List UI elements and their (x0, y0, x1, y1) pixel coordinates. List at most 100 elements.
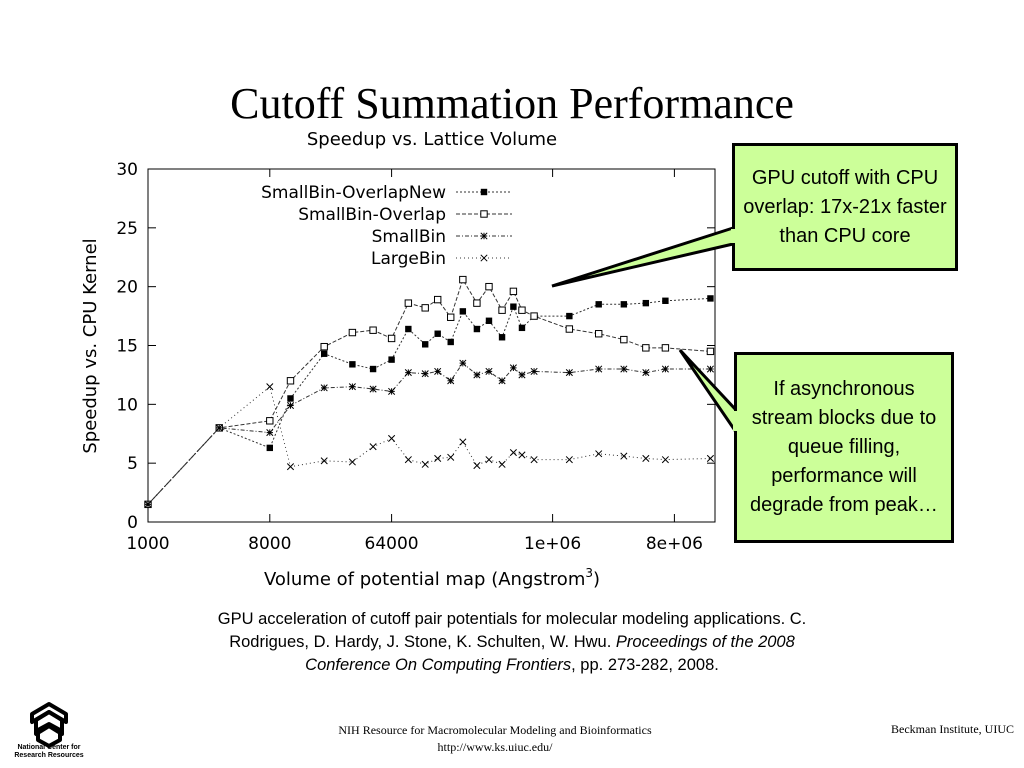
data-point (266, 417, 274, 425)
data-point (405, 325, 412, 333)
data-point (518, 371, 526, 379)
data-point (266, 383, 274, 391)
data-point (565, 325, 574, 333)
data-point (459, 275, 467, 284)
series-layer (144, 275, 715, 509)
data-point (473, 325, 481, 333)
x-tick-label: 8000 (248, 534, 291, 554)
data-point (509, 449, 517, 457)
series-line (147, 278, 711, 505)
data-point (661, 456, 669, 464)
data-point (434, 367, 442, 375)
data-point (369, 326, 377, 334)
data-point (707, 295, 714, 302)
data-point (480, 232, 488, 240)
data-point (518, 451, 526, 459)
data-point (498, 334, 506, 341)
data-point (485, 282, 493, 291)
data-point (480, 210, 488, 218)
data-point (447, 313, 455, 321)
data-point (485, 367, 493, 375)
data-point (595, 301, 602, 308)
data-point (404, 299, 413, 307)
data-point (706, 454, 714, 463)
data-point (642, 454, 650, 463)
data-point (595, 330, 603, 338)
data-point (485, 317, 493, 324)
data-point (518, 306, 526, 314)
data-point (369, 365, 377, 373)
data-point (433, 295, 442, 304)
data-point (498, 306, 506, 314)
data-point (287, 395, 294, 402)
data-point (434, 454, 442, 463)
data-point (498, 460, 506, 468)
legend-label: SmallBin-OverlapNew (261, 183, 446, 203)
callout-2-pointer (678, 348, 738, 437)
y-tick-label: 10 (116, 395, 138, 415)
data-point (421, 304, 429, 312)
x-axis-label-main: Volume of potential map (Angstrom (264, 569, 585, 590)
data-point (320, 457, 328, 465)
x-tick-label: 1e+06 (524, 534, 581, 554)
legend-label: SmallBin (372, 227, 446, 247)
data-point (459, 359, 467, 367)
citation-venue: Proceedings of the 2008 Conference On Co… (305, 633, 795, 674)
data-point (530, 456, 538, 464)
data-point (447, 453, 455, 461)
data-point (473, 299, 481, 307)
series-line (147, 385, 711, 505)
x-tick-label: 64000 (365, 534, 419, 554)
data-point (509, 287, 518, 296)
data-point (566, 312, 573, 320)
data-point (642, 369, 650, 377)
data-point (215, 424, 223, 432)
data-point (447, 338, 454, 346)
data-point (320, 342, 328, 351)
data-point (348, 328, 357, 337)
data-point (706, 365, 714, 373)
x-axis-label-end: ) (593, 569, 600, 590)
data-point (320, 350, 328, 357)
y-tick-label: 15 (116, 337, 138, 357)
data-point (620, 335, 628, 344)
chart-legend: SmallBin-OverlapNewSmallBin-OverlapSmall… (261, 183, 512, 269)
series-smallbin-overlapnew (144, 295, 714, 508)
data-point (662, 297, 669, 304)
data-point (498, 377, 506, 385)
data-point (642, 299, 650, 307)
x-axis-label-sup: 3 (585, 566, 593, 580)
y-tick-label: 25 (116, 219, 138, 239)
callout-overlap-text: GPU cutoff with CPU overlap: 17x-21x fas… (743, 166, 947, 247)
slide-title: Cutoff Summation Performance (230, 79, 794, 128)
ncrr-logo-icon (30, 702, 68, 748)
data-point (661, 365, 669, 373)
data-point (286, 463, 295, 471)
y-axis-label: Speedup vs. CPU Kernel (80, 238, 101, 453)
data-point (485, 456, 493, 464)
data-point (434, 330, 441, 337)
data-point (349, 361, 356, 368)
data-point (369, 385, 377, 393)
data-point (480, 254, 488, 262)
callout-stream: If asynchronous stream blocks due to que… (734, 352, 954, 543)
data-point (530, 312, 538, 320)
data-point (620, 301, 628, 308)
x-tick-label: 8e+06 (646, 534, 703, 554)
footer-center-line1: NIH Resource for Macromolecular Modeling… (338, 723, 652, 737)
data-point (595, 450, 603, 458)
data-point (447, 377, 455, 385)
data-point (422, 341, 429, 348)
logo-text: National Center for Research Resources (14, 744, 84, 759)
data-point (473, 461, 481, 470)
data-point (565, 369, 573, 377)
data-point (404, 456, 412, 464)
data-point (388, 434, 396, 443)
legend-label: LargeBin (371, 249, 446, 269)
citation: GPU acceleration of cutoff pair potentia… (195, 608, 829, 677)
data-point (518, 324, 526, 332)
callout-stream-text: If asynchronous stream blocks due to que… (750, 378, 938, 516)
data-point (286, 401, 295, 410)
x-axis-label: Volume of potential map (Angstrom3) (264, 566, 600, 590)
data-point (473, 371, 481, 379)
